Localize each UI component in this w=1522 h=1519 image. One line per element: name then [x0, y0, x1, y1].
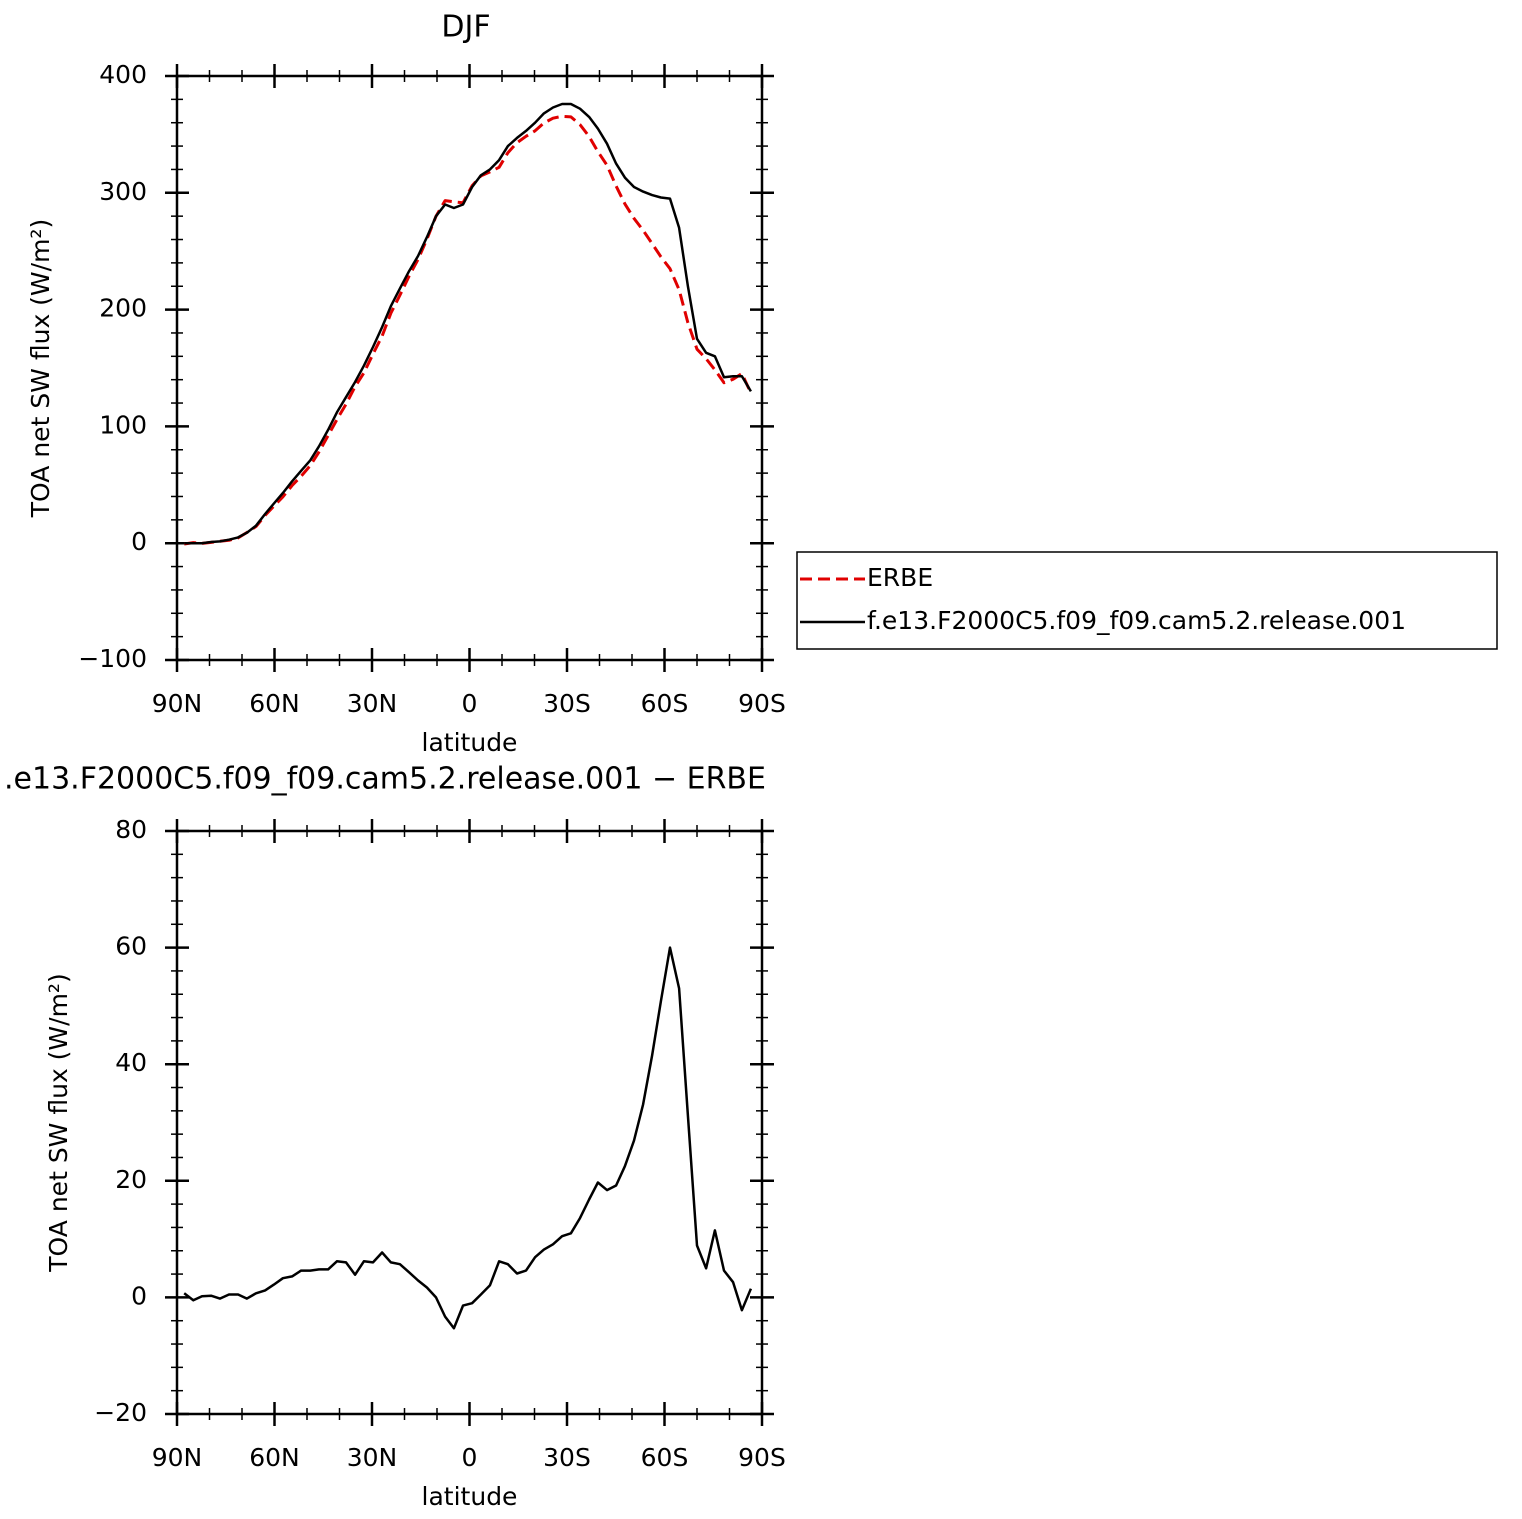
y-tick-label: 0: [131, 1281, 147, 1310]
x-tick-label: 90N: [152, 689, 203, 718]
x-tick-label: 90S: [738, 1443, 786, 1472]
legend-label: f.e13.F2000C5.f09_f09.cam5.2.release.001: [867, 606, 1406, 635]
x-tick-label: 30S: [543, 689, 591, 718]
x-tick-label: 0: [462, 1443, 478, 1472]
y-tick-label: 20: [115, 1165, 147, 1194]
x-axis-label: latitude: [422, 1482, 518, 1511]
x-tick-label: 90S: [738, 689, 786, 718]
y-tick-label: 40: [115, 1048, 147, 1077]
x-tick-label: 30S: [543, 1443, 591, 1472]
plot-frame: [175, 74, 764, 662]
y-tick-label: 300: [99, 177, 147, 206]
data-line: [183, 114, 753, 546]
y-tick-label: −20: [94, 1398, 147, 1427]
y-axis-label: TOA net SW flux (W/m²): [44, 973, 73, 1272]
plot-frame: [175, 829, 764, 1416]
y-tick-label: 100: [99, 410, 147, 439]
data-line: [184, 102, 752, 545]
y-tick-label: 200: [99, 294, 147, 323]
x-tick-label: 0: [462, 689, 478, 718]
y-tick-label: 0: [131, 527, 147, 556]
x-tick-label: 30N: [347, 689, 398, 718]
data-line: [183, 946, 753, 1330]
x-tick-label: 60S: [641, 1443, 689, 1472]
y-tick-label: 80: [115, 815, 147, 844]
chart-title: DJF: [441, 10, 490, 45]
y-tick-label: 60: [115, 932, 147, 961]
x-tick-label: 30N: [347, 1443, 398, 1472]
y-tick-label: 400: [99, 60, 147, 89]
legend-label: ERBE: [867, 563, 933, 592]
x-axis-label: latitude: [422, 728, 518, 757]
x-tick-label: 60N: [249, 689, 300, 718]
x-tick-label: 60N: [249, 1443, 300, 1472]
y-tick-label: −100: [78, 644, 147, 673]
y-axis-label: TOA net SW flux (W/m²): [26, 219, 55, 518]
x-tick-label: 60S: [641, 689, 689, 718]
legend-box: [796, 551, 1498, 650]
chart-title: .e13.F2000C5.f09_f09.cam5.2.release.001 …: [4, 762, 766, 797]
x-tick-label: 90N: [152, 1443, 203, 1472]
